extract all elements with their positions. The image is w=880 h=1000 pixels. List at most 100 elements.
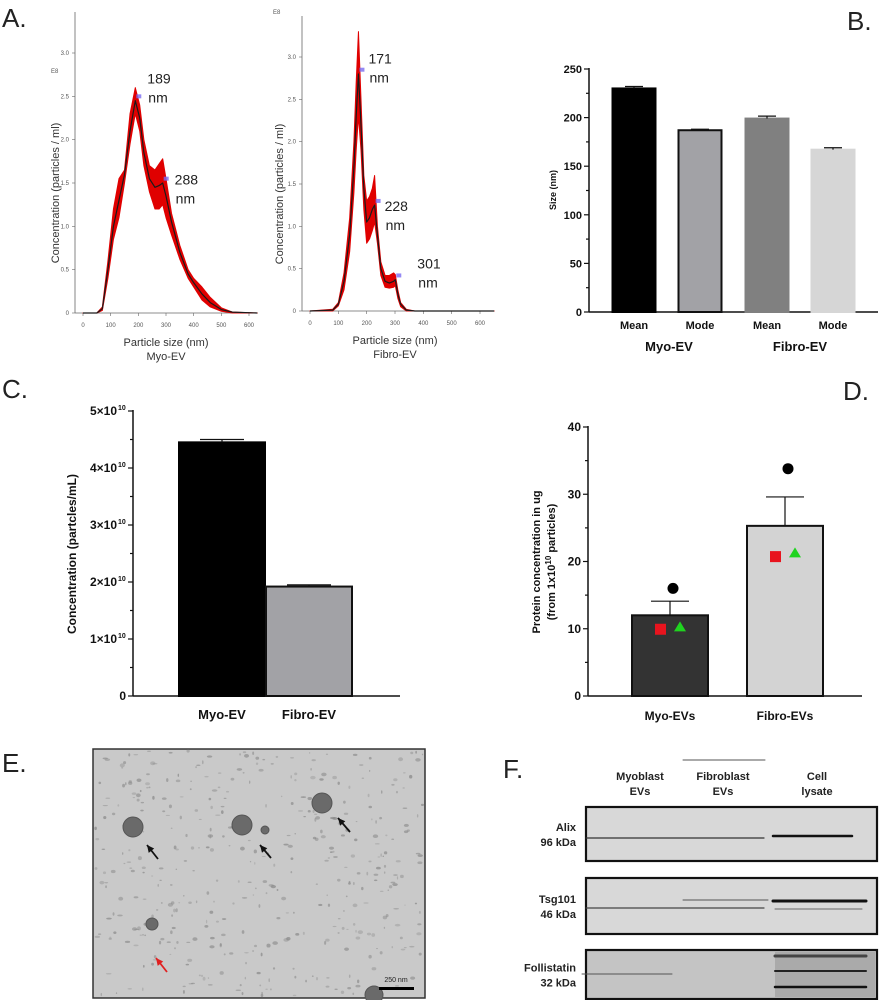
x-tick-label: 400 (189, 323, 200, 329)
x-tick-label: 200 (133, 323, 144, 329)
debris-speck (341, 926, 345, 930)
debris-speck (328, 846, 335, 850)
debris-speck (202, 976, 206, 981)
debris-speck (122, 852, 124, 855)
debris-speck (292, 967, 295, 970)
debris-speck (241, 930, 245, 934)
chart-subtitle: Fibro-EV (373, 349, 417, 361)
debris-speck (275, 755, 279, 758)
debris-speck (196, 764, 201, 767)
bar-chart-d: 0 10 20 30 40 Myo-EVs Fibro-EVs Protein concent… (531, 420, 862, 723)
debris-speck (371, 967, 377, 971)
lane-header: Cell (807, 771, 827, 783)
y-tick-label: 2.0 (61, 138, 70, 144)
debris-speck (355, 936, 361, 940)
debris-speck (188, 901, 192, 904)
debris-speck (183, 859, 188, 862)
debris-speck (363, 902, 369, 904)
panel-label-d: D. (843, 376, 869, 406)
y-tick-exponent: 10 (118, 519, 126, 526)
debris-speck (187, 958, 193, 962)
debris-speck (294, 778, 297, 782)
debris-speck (319, 778, 324, 781)
debris-speck (204, 925, 209, 928)
debris-speck (220, 805, 225, 808)
debris-speck (265, 988, 268, 990)
debris-speck (270, 988, 272, 991)
debris-speck (352, 753, 358, 757)
debris-speck (128, 849, 131, 852)
debris-speck (340, 834, 345, 837)
arrow-head-icon (338, 818, 346, 826)
debris-speck (159, 879, 162, 881)
peak-marker (163, 176, 169, 181)
debris-speck (252, 950, 255, 952)
peak-unit: nm (148, 89, 167, 105)
debris-speck (221, 810, 224, 815)
debris-speck (169, 953, 172, 956)
debris-speck (183, 894, 185, 897)
debris-speck (192, 870, 195, 872)
debris-speck (367, 793, 370, 798)
debris-speck (402, 807, 408, 809)
debris-speck (158, 940, 162, 945)
debris-speck (298, 810, 304, 812)
debris-speck (230, 777, 235, 781)
mean-curve (83, 100, 258, 314)
y-tick-exponent: 10 (118, 633, 126, 640)
debris-speck (137, 856, 142, 861)
debris-speck (255, 762, 259, 765)
debris-speck (128, 781, 133, 785)
debris-speck (421, 753, 424, 756)
x-axis-title: Particle size (nm) (353, 335, 438, 347)
debris-speck (260, 952, 263, 957)
panel-label-e: E. (2, 748, 27, 778)
debris-speck (324, 859, 329, 862)
debris-speck (352, 923, 356, 926)
debris-speck (256, 971, 261, 975)
x-tick-label: 100 (106, 323, 117, 329)
y-tick-label: 5×10 (90, 404, 117, 418)
debris-speck (258, 904, 261, 908)
debris-speck (146, 786, 149, 789)
debris-speck (215, 920, 219, 923)
debris-speck (242, 751, 247, 754)
debris-speck (325, 753, 329, 755)
western-blot: Myoblast EVs Fibroblast EVs Cell lysate Alix 96… (524, 759, 879, 1000)
debris-speck (158, 867, 164, 870)
debris-speck (244, 952, 249, 954)
debris-speck (327, 857, 331, 859)
debris-speck (131, 927, 138, 931)
lane-header: Fibroblast (696, 771, 750, 783)
debris-speck (300, 796, 307, 798)
lane-header: EVs (713, 786, 734, 798)
extracellular-vesicle (260, 825, 270, 835)
debris-speck (379, 816, 383, 820)
debris-speck (290, 857, 294, 860)
lane-header: EVs (630, 786, 651, 798)
debris-speck (247, 881, 252, 883)
debris-speck (157, 883, 160, 887)
debris-speck (226, 790, 230, 793)
debris-speck (403, 830, 409, 834)
debris-speck (272, 941, 278, 945)
debris-speck (185, 963, 190, 966)
debris-speck (152, 795, 155, 800)
debris-speck (240, 846, 245, 851)
debris-speck (101, 848, 106, 851)
debris-speck (244, 753, 250, 758)
debris-speck (390, 881, 396, 884)
debris-speck (325, 985, 330, 988)
debris-speck (209, 848, 214, 852)
debris-speck (327, 903, 331, 907)
debris-speck (382, 855, 385, 857)
debris-speck (195, 766, 197, 769)
x-tick-label: 0 (81, 323, 85, 329)
bar (631, 614, 709, 697)
bar (265, 585, 353, 697)
debris-speck (391, 945, 394, 949)
debris-speck (259, 984, 262, 987)
debris-speck (350, 854, 356, 858)
debris-speck (117, 804, 120, 807)
y-tick-label: 50 (570, 258, 582, 270)
